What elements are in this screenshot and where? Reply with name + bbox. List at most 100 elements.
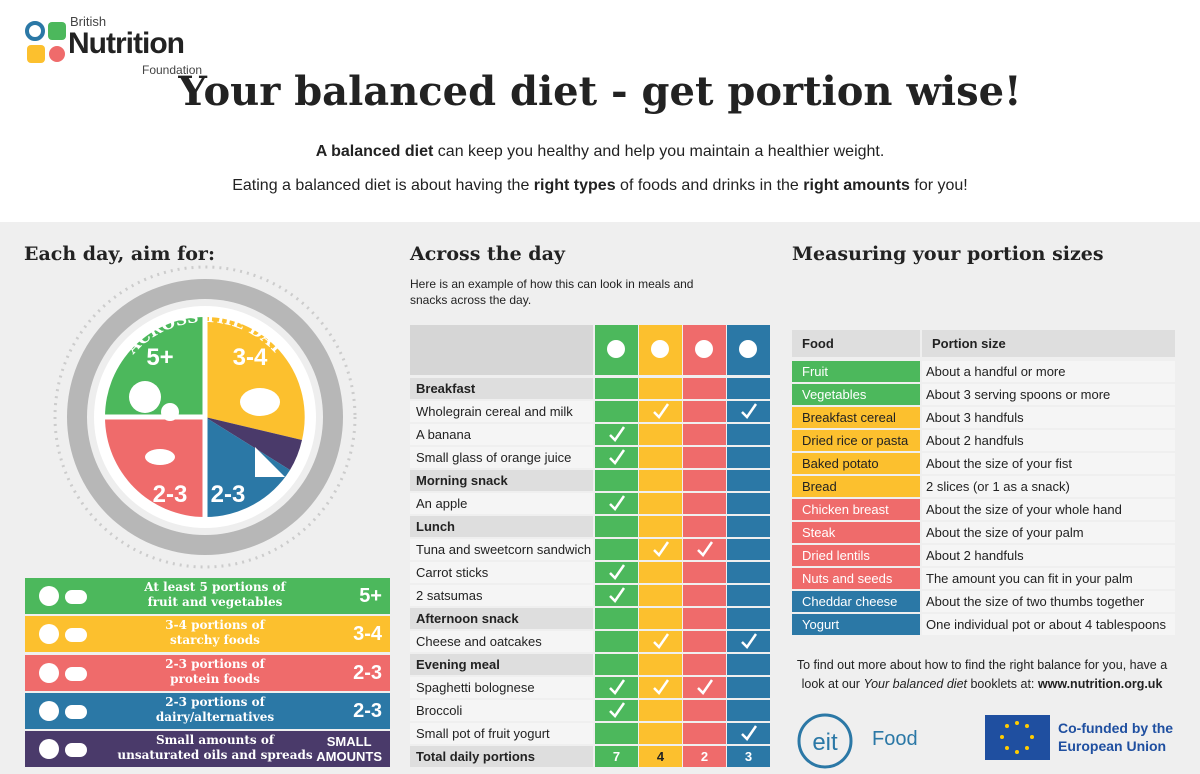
group-cell [639, 585, 682, 606]
legend-amount: 2-3 [353, 655, 382, 691]
wheel-label: 2-3 [153, 481, 188, 508]
row-name: Tuna and sweetcorn sandwich [410, 539, 593, 560]
row-heading: Breakfast [410, 378, 593, 399]
value: 2 [700, 749, 709, 764]
food-cell: Bread [792, 476, 920, 497]
group-cell [639, 470, 682, 491]
group-cell [595, 447, 638, 468]
legend-icon [39, 700, 59, 721]
group-cell [683, 424, 726, 445]
text: About the size of your whole hand [926, 502, 1122, 517]
check [609, 495, 626, 511]
food-cell: Steak [792, 522, 920, 543]
wheel-label: 2-3 [211, 481, 246, 508]
text-segment: of foods and drinks in the [615, 177, 804, 194]
portion-cell: About the size of two thumbs together [922, 591, 1175, 612]
text: Tuna and sweetcorn sandwich [416, 542, 592, 557]
group-cell [595, 401, 638, 422]
text: Small pot of fruit yogurt [416, 726, 550, 741]
text-line: 2-3 [353, 699, 382, 722]
text: Dried rice or pasta [802, 433, 909, 448]
text: Broccoli [416, 703, 463, 718]
row-name: Spaghetti bolognese [410, 677, 593, 698]
logo-mark [25, 21, 66, 63]
text-line: Co-funded by the [1058, 720, 1174, 736]
legend-row: 2-3 portions of dairy/alternatives 2-3 [25, 692, 390, 729]
text-line: SMALL [326, 734, 372, 750]
text-segment: look at our [801, 677, 864, 691]
text-segment: To find out more about how to find the r… [796, 658, 1168, 672]
food-cell: Vegetables [792, 384, 920, 405]
group-cell [727, 608, 770, 629]
portion-cell: 2 slices (or 1 as a snack) [922, 476, 1175, 497]
group-cell [727, 401, 770, 422]
legend-icon [65, 743, 87, 758]
group-cell [595, 539, 638, 560]
food-cell: Cheddar cheese [792, 591, 920, 612]
text-line: unsaturated oils and spreads [117, 748, 313, 763]
total-value: 3 [727, 746, 770, 767]
text: About 2 handfuls [926, 433, 1024, 448]
portion-cell: About the size of your palm [922, 522, 1175, 543]
legend-amount: 2-3 [353, 693, 382, 729]
legend-row: 2-3 portions of protein foods 2-3 [25, 654, 390, 691]
food-cell: Nuts and seeds [792, 568, 920, 589]
check [741, 403, 758, 419]
description: Here is an example of how this can look … [410, 276, 693, 308]
text: Carrot sticks [416, 565, 489, 580]
group-cell [595, 470, 638, 491]
header-cell [410, 325, 593, 375]
group-cell [639, 401, 682, 422]
text: Spaghetti bolognese [416, 680, 535, 695]
text-segment: right amounts [803, 177, 910, 194]
group-cell [639, 447, 682, 468]
group-cell [727, 447, 770, 468]
text: Baked potato [802, 456, 879, 471]
group-cell [683, 539, 726, 560]
row-heading: Evening meal [410, 654, 593, 675]
text-line: AMOUNTS [316, 749, 382, 765]
group-cell [727, 539, 770, 560]
wheel-label: 5+ [146, 344, 173, 371]
text: Steak [802, 525, 836, 540]
text-line: 2-3 portions of [165, 656, 265, 671]
group-cell [683, 378, 726, 399]
text-segment: A balanced diet [315, 143, 434, 160]
legend-icon [39, 624, 59, 645]
group-cell [683, 608, 726, 629]
text: Cheese and oatcakes [416, 634, 542, 649]
text: Afternoon snack [416, 611, 519, 626]
text-segment: www.nutrition.org.uk [1037, 677, 1163, 691]
text: Small glass of orange juice [416, 450, 572, 465]
legend-row: At least 5 portions of fruit and vegetabl… [25, 578, 390, 614]
text: Wholegrain cereal and milk [416, 404, 573, 419]
legend-amount: SMALL AMOUNTS [316, 731, 382, 767]
text: About the size of your fist [926, 456, 1072, 471]
eu-flag [985, 715, 1050, 760]
text: Morning snack [416, 473, 508, 488]
check [697, 541, 714, 557]
row-name: Cheese and oatcakes [410, 631, 593, 652]
group-cell [595, 677, 638, 698]
legend-row: 3-4 portions of starchy foods 3-4 [25, 616, 390, 653]
row-name: 2 satsumas [410, 585, 593, 606]
text: Yogurt [802, 617, 840, 632]
group-cell [595, 723, 638, 744]
group-cell [595, 562, 638, 583]
total-name: Total daily portions [410, 746, 593, 767]
text-segment: Your balanced diet [863, 677, 967, 691]
text: Food [802, 336, 834, 351]
text: About the size of two thumbs together [926, 594, 1145, 609]
footer-text: To find out more about how to find the r… [792, 656, 1172, 694]
group-cell [683, 654, 726, 675]
text: Nuts and seeds [802, 571, 893, 586]
legend-text: 3-4 portions of starchy foods [115, 618, 315, 648]
row-name: Wholegrain cereal and milk [410, 401, 593, 422]
group-cell [639, 631, 682, 652]
group-cell [727, 424, 770, 445]
legend-amount: 3-4 [353, 616, 382, 652]
column-icon [651, 340, 669, 358]
portion-cell: About 3 serving spoons or more [922, 384, 1175, 405]
text-line: 2-3 [353, 661, 382, 684]
portion-cell: About 3 handfuls [922, 407, 1175, 428]
